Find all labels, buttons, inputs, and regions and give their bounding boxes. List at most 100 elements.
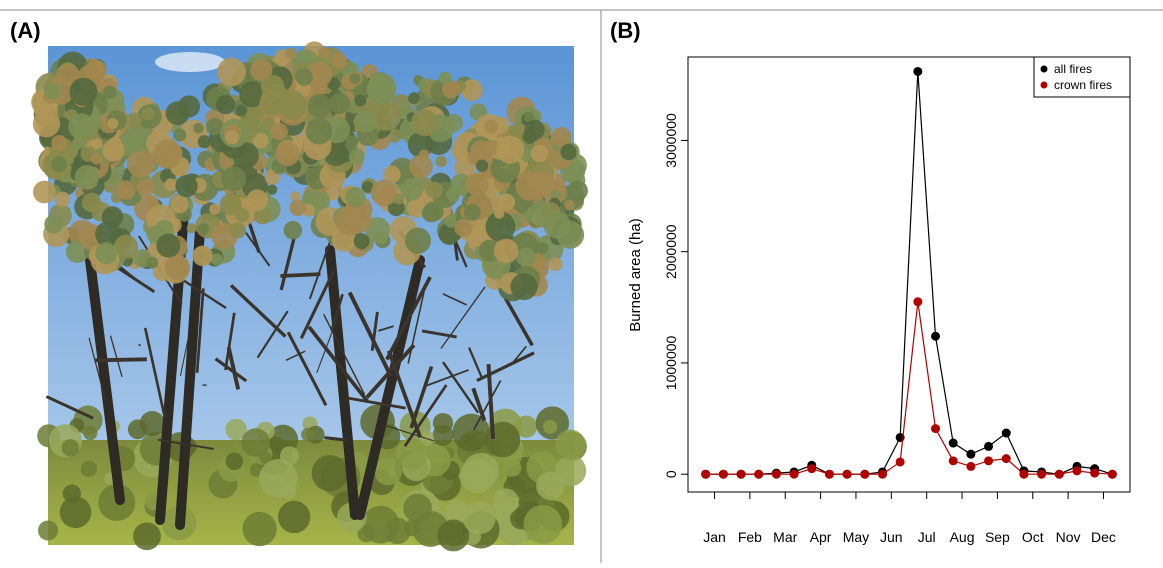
foliage: [107, 118, 118, 129]
point: [1019, 470, 1028, 479]
point: [896, 457, 905, 466]
y-tick-label: 1000000: [663, 335, 679, 390]
foliage: [331, 53, 347, 69]
foliage: [33, 181, 56, 204]
point: [984, 456, 993, 465]
shrub: [463, 501, 496, 534]
y-tick-label: 3000000: [663, 113, 679, 168]
shrub: [543, 420, 557, 434]
foliage: [543, 212, 570, 239]
foliage: [69, 78, 97, 106]
foliage: [496, 136, 524, 164]
foliage: [51, 135, 67, 151]
point: [1002, 454, 1011, 463]
foliage: [164, 178, 177, 191]
foliage: [236, 105, 247, 116]
shrub: [62, 439, 79, 456]
foliage: [439, 72, 452, 85]
foliage: [531, 145, 549, 163]
foliage: [560, 144, 576, 160]
shrub: [278, 501, 310, 533]
legend-marker: [1041, 66, 1048, 73]
x-tick-label: Oct: [1022, 529, 1044, 545]
shrub: [242, 512, 276, 546]
shrub: [38, 520, 58, 540]
foliage: [436, 156, 447, 167]
foliage: [529, 171, 555, 197]
foliage: [277, 90, 307, 120]
x-tick-label: Sep: [985, 529, 1010, 545]
foliage: [568, 181, 588, 201]
foliage: [225, 130, 239, 144]
foliage: [267, 185, 277, 195]
x-tick-label: Jan: [703, 529, 726, 545]
shrub: [375, 458, 402, 485]
point: [719, 470, 728, 479]
shrub: [556, 430, 586, 460]
foliage: [220, 194, 242, 216]
shrub: [463, 434, 477, 448]
point: [949, 439, 958, 448]
point: [772, 470, 781, 479]
branch: [139, 345, 140, 346]
panel-label: (B): [610, 18, 641, 43]
shrub: [280, 446, 299, 465]
foliage: [564, 200, 574, 210]
foliage: [119, 185, 130, 196]
x-tick-label: Dec: [1091, 529, 1116, 545]
point: [913, 67, 922, 76]
branch: [96, 359, 147, 360]
foliage: [153, 139, 182, 168]
y-tick-label: 0: [663, 470, 679, 478]
shrub: [536, 472, 564, 500]
foliage: [516, 247, 535, 266]
foliage: [426, 181, 443, 198]
foliage: [401, 179, 423, 201]
foliage: [284, 221, 303, 240]
point: [701, 470, 710, 479]
foliage: [91, 153, 103, 165]
foliage: [405, 227, 431, 253]
foliage: [476, 159, 489, 172]
foliage: [166, 101, 190, 125]
legend-label: all fires: [1054, 62, 1092, 76]
foliage: [549, 257, 563, 271]
panel-label: (A): [10, 18, 41, 43]
foliage: [464, 204, 481, 221]
foliage: [221, 166, 246, 191]
foliage: [371, 73, 381, 83]
x-tick-label: May: [843, 529, 869, 545]
foliage: [44, 83, 61, 100]
foliage: [95, 242, 117, 264]
foliage: [354, 233, 370, 249]
point: [966, 450, 975, 459]
point: [825, 470, 834, 479]
x-tick-label: Mar: [773, 529, 797, 545]
shrub: [242, 428, 270, 456]
cloud: [155, 52, 225, 72]
foliage: [175, 175, 197, 197]
foliage: [68, 113, 94, 139]
foliage: [103, 85, 117, 99]
foliage: [261, 75, 284, 98]
point: [949, 456, 958, 465]
point: [913, 297, 922, 306]
foliage: [393, 194, 404, 205]
foliage: [216, 95, 235, 114]
foliage: [349, 73, 360, 84]
foliage: [465, 173, 488, 196]
legend-marker: [1041, 82, 1048, 89]
foliage: [85, 60, 107, 82]
foliage: [525, 120, 545, 140]
foliage: [102, 139, 124, 161]
shrub: [432, 425, 453, 446]
foliage: [187, 223, 197, 233]
x-tick-label: Jul: [918, 529, 936, 545]
foliage: [146, 257, 158, 269]
shrub: [83, 426, 97, 440]
shrub: [493, 488, 519, 514]
shrub: [81, 461, 97, 477]
point: [790, 470, 799, 479]
